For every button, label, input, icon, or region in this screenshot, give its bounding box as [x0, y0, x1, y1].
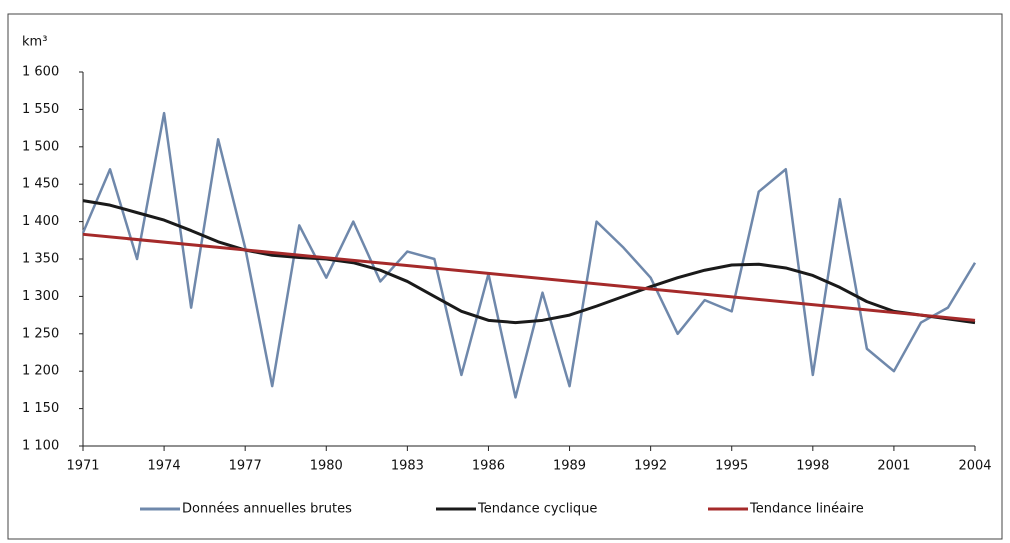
x-tick-label: 1971	[66, 459, 99, 474]
series-line	[82, 232, 976, 322]
x-tick-label: 1974	[148, 459, 181, 474]
legend-label: Données annuelles brutes	[182, 502, 352, 517]
y-tick-label: 1 250	[22, 326, 59, 341]
y-tick-label: 1 600	[22, 65, 59, 80]
series-line	[82, 199, 976, 325]
x-tick-label: 1989	[553, 459, 586, 474]
x-tick-label: 1992	[634, 459, 667, 474]
legend-label: Tendance linéaire	[749, 502, 864, 517]
x-tick-label: 1977	[229, 459, 262, 474]
frame	[7, 13, 1003, 540]
y-tick-label: 1 150	[22, 401, 59, 416]
x-tick-label: 1980	[310, 459, 343, 474]
y-tick-label: 1 500	[22, 139, 59, 154]
x-tick-label: 2001	[877, 459, 910, 474]
y-tick-label: 1 100	[22, 439, 59, 454]
x-tick-label: 1998	[796, 459, 829, 474]
x-tick-label: 1995	[715, 459, 748, 474]
x-tick-label: 1983	[391, 459, 424, 474]
y-tick-label: 1 550	[22, 102, 59, 117]
y-tick-label: 1 400	[22, 214, 59, 229]
x-tick-label: 1986	[472, 459, 505, 474]
y-tick-label: 1 200	[22, 364, 59, 379]
y-axis-label: km³	[22, 35, 47, 50]
y-tick-label: 1 300	[22, 289, 59, 304]
y-tick-label: 1 450	[22, 177, 59, 192]
legend-label: Tendance cyclique	[477, 502, 597, 517]
y-tick-label: 1 350	[22, 252, 59, 267]
x-tick-label: 2004	[958, 459, 991, 474]
series-line	[81, 111, 977, 399]
